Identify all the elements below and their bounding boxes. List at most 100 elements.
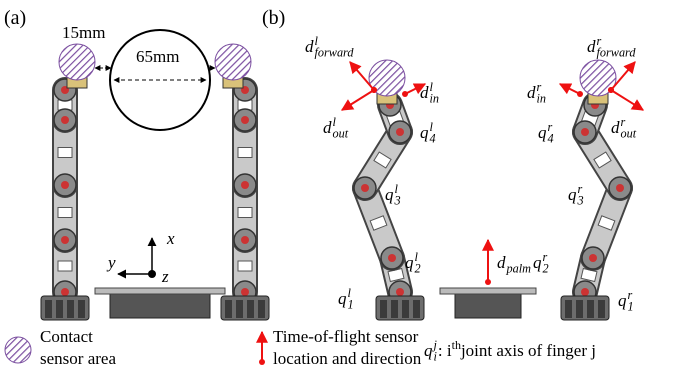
dimension-label: 15mm (62, 23, 105, 42)
math-subscript: in (537, 91, 547, 105)
shape (238, 208, 252, 218)
shape (485, 279, 491, 285)
shape (238, 261, 252, 271)
math-symbol: d (420, 83, 429, 102)
math-symbol: q (420, 123, 429, 142)
figure: (a) (b) 15mm 65mm x y z Contact sensor a… (0, 0, 678, 372)
shape (371, 87, 377, 93)
axis-label: z (161, 267, 169, 286)
shape (380, 300, 387, 318)
shape (258, 300, 265, 318)
illustration (5, 30, 643, 365)
math-subscript: in (430, 91, 440, 105)
math-symbol: q (568, 185, 577, 204)
math-symbol: q (538, 123, 547, 142)
math-symbol: q (385, 185, 394, 204)
axis-label: x (166, 229, 175, 248)
shape (61, 288, 69, 296)
shape (241, 181, 249, 189)
shape (61, 181, 69, 189)
shape (95, 288, 225, 294)
math-subscript: palm (506, 261, 532, 275)
shape (581, 288, 589, 296)
shape (396, 128, 404, 136)
shape (247, 300, 254, 318)
math-subscript: 2 (543, 261, 549, 275)
shape (616, 184, 624, 192)
shape (5, 337, 31, 363)
shape (45, 300, 52, 318)
shape (589, 254, 597, 262)
math-subscript: forward (597, 45, 637, 59)
legend-text: location and direction (273, 349, 422, 368)
legend-text: : i (438, 341, 452, 360)
shape (342, 90, 374, 110)
math-subscript: 2 (415, 261, 421, 275)
panel-label: (a) (4, 7, 26, 29)
math-symbol: d (611, 118, 620, 137)
math-subscript: 3 (394, 193, 401, 207)
shape (565, 300, 572, 318)
math-subscript: 3 (577, 193, 584, 207)
math-subscript: 4 (430, 131, 436, 145)
shape (391, 300, 398, 318)
dimension-label: 65mm (136, 47, 179, 66)
math-subscript: 4 (548, 131, 554, 145)
shape (78, 300, 85, 318)
legend-text: th (452, 338, 461, 352)
shape (61, 116, 69, 124)
math-symbol: d (587, 37, 596, 56)
math-subscript: 1 (348, 297, 354, 311)
shape (402, 300, 409, 318)
shape (241, 236, 249, 244)
math-subscript: 1 (628, 299, 634, 313)
shape (58, 148, 72, 158)
legend-text: Time-of-flight sensor (273, 327, 419, 346)
shape (396, 288, 404, 296)
shape (56, 300, 63, 318)
shape (241, 116, 249, 124)
shape (402, 91, 408, 97)
shape (58, 208, 72, 218)
shape (236, 300, 243, 318)
shape (215, 44, 251, 80)
math-symbol: q (533, 253, 542, 272)
math-symbol: q (405, 253, 414, 272)
shape (361, 184, 369, 192)
shape (67, 300, 74, 318)
panel-label: (b) (262, 7, 285, 29)
shape (587, 300, 594, 318)
shape (413, 300, 420, 318)
math-subscript: out (333, 126, 349, 140)
shape (259, 359, 265, 365)
legend-text: joint axis of finger j (460, 341, 596, 360)
shape (577, 91, 583, 97)
shape (58, 261, 72, 271)
axis-label: y (106, 253, 116, 272)
shape (148, 270, 156, 278)
shape (560, 84, 580, 94)
shape (388, 254, 396, 262)
shape (238, 148, 252, 158)
shape (576, 300, 583, 318)
math-symbol: q (618, 291, 627, 310)
shape (608, 87, 614, 93)
shape (61, 236, 69, 244)
legend-text: sensor area (40, 349, 116, 368)
shape (59, 44, 95, 80)
shape (440, 288, 536, 294)
math-symbol: d (323, 118, 332, 137)
math-symbol: q (424, 341, 433, 360)
math-symbol: d (497, 253, 506, 272)
shape (581, 128, 589, 136)
math-symbol: d (305, 37, 314, 56)
math-subscript: out (621, 126, 637, 140)
math-symbol: q (338, 289, 347, 308)
shape (241, 288, 249, 296)
math-subscript: i (434, 349, 438, 363)
legend-text: Contact (40, 327, 93, 346)
shape (225, 300, 232, 318)
shape (598, 300, 605, 318)
math-symbol: d (527, 83, 536, 102)
shape (611, 90, 643, 110)
